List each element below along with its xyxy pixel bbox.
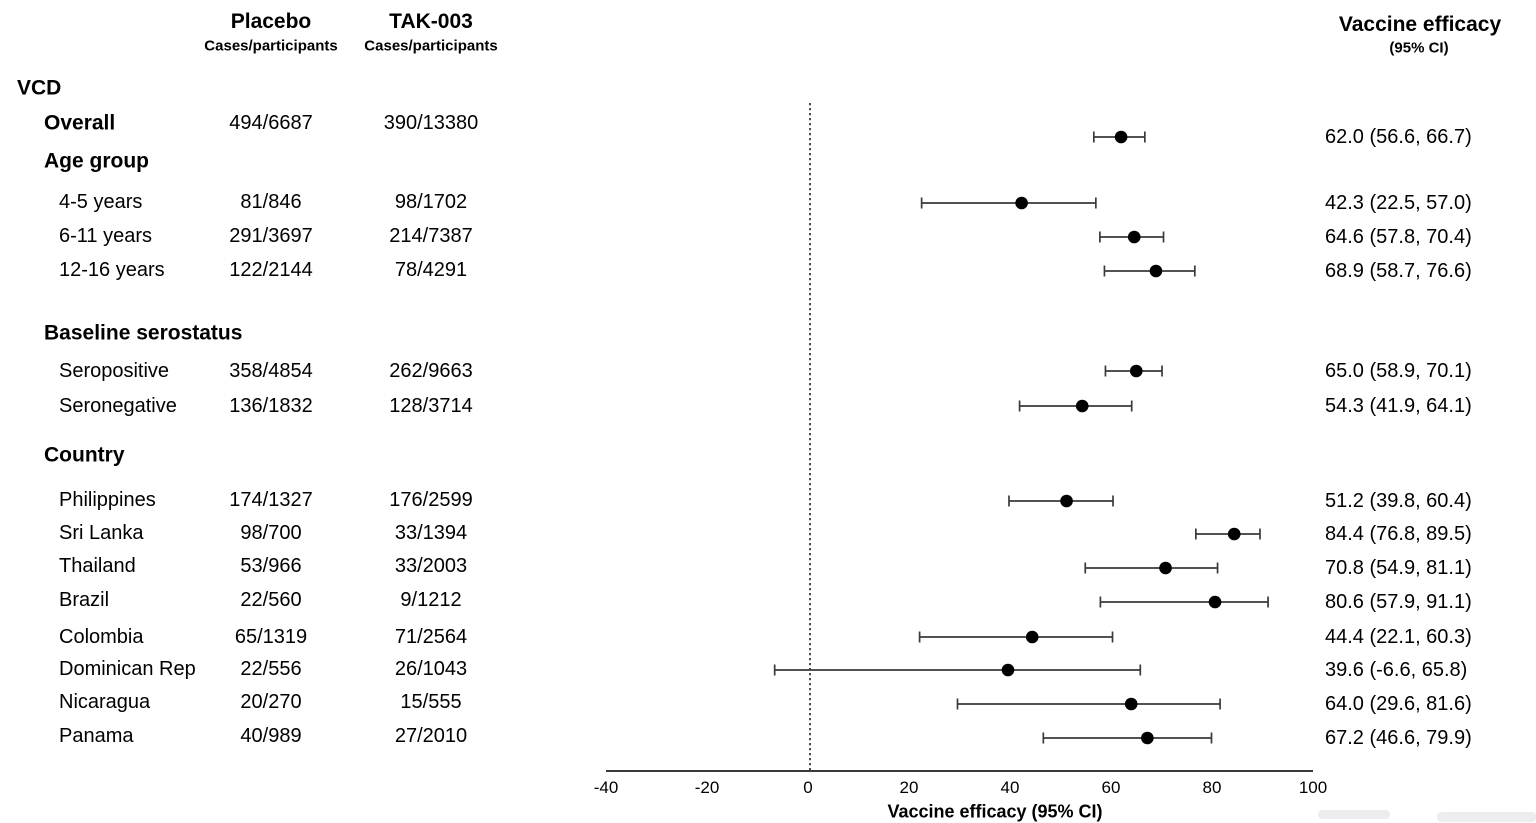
placebo-cases-value: 20/270 [240,691,302,713]
placebo-cases-value: 291/3697 [229,225,313,247]
x-axis-tick-label: -40 [593,778,619,797]
tak003-cases-value: 78/4291 [394,259,468,281]
vaccine-efficacy-value: 54.3 (41.9, 64.1) [1325,395,1472,417]
point-estimate [1060,494,1073,508]
tak003-cases-value: 71/2564 [394,626,468,648]
placebo-column-subtitle: Cases/participants [204,37,338,55]
vaccine-efficacy-value: 51.2 (39.8, 60.4) [1325,490,1472,512]
row-label: Philippines [59,489,156,511]
x-axis-tick-label: 0 [803,778,813,797]
point-estimate [1124,697,1138,711]
efficacy-column-subtitle: (95% CI) [1389,39,1449,57]
row-label: Sri Lanka [59,522,144,544]
tak003-column-subtitle: Cases/participants [364,37,498,55]
placebo-cases-value: 65/1319 [234,626,308,648]
x-axis-tick-label: 20 [899,778,919,797]
placebo-cases-value: 122/2144 [229,259,313,281]
placebo-column-title: Placebo [230,10,312,33]
row-label: Age group [44,149,149,173]
vaccine-efficacy-value: 80.6 (57.9, 91.1) [1325,591,1472,613]
vaccine-efficacy-value: 42.3 (22.5, 57.0) [1325,192,1472,214]
tak003-cases-value: 27/2010 [394,725,468,747]
vaccine-efficacy-value: 64.0 (29.6, 81.6) [1325,693,1472,715]
vaccine-efficacy-value: 84.4 (76.8, 89.5) [1325,523,1472,545]
x-axis-title: Vaccine efficacy (95% CI) [887,801,1103,822]
point-estimate [1149,264,1163,278]
tak003-cases-value: 26/1043 [394,658,468,680]
point-estimate [1025,630,1039,644]
tak003-cases-value: 128/3714 [389,395,473,417]
point-estimate [1159,561,1172,575]
row-label: Thailand [59,555,136,577]
placebo-cases-value: 40/989 [240,725,302,747]
row-label: Brazil [59,589,110,611]
artifact-smudge [1437,812,1536,822]
tak003-cases-value: 33/1394 [394,522,468,544]
x-axis-tick-label: 80 [1202,778,1222,797]
tak003-cases-value: 33/2003 [394,555,468,577]
row-label: Seronegative [59,395,177,417]
point-estimate [1075,399,1089,413]
vaccine-efficacy-value: 39.6 (-6.6, 65.8) [1325,659,1468,681]
vaccine-efficacy-value: 67.2 (46.6, 79.9) [1325,727,1472,749]
row-label: 4-5 years [59,191,143,213]
tak003-cases-value: 98/1702 [394,191,468,213]
point-estimate [1127,230,1141,244]
placebo-cases-value: 174/1327 [229,489,313,511]
row-label: 6-11 years [59,225,153,247]
placebo-cases-value: 98/700 [240,522,302,544]
vaccine-efficacy-value: 65.0 (58.9, 70.1) [1325,360,1472,382]
artifact-smudge [1318,810,1390,819]
point-estimate [1208,595,1222,609]
row-label: Seropositive [59,360,170,382]
tak003-cases-value: 176/2599 [389,489,473,511]
tak003-cases-value: 262/9663 [389,360,473,382]
row-label: Overall [44,111,116,135]
tak003-cases-value: 15/555 [400,691,462,713]
placebo-cases-value: 136/1832 [229,395,313,417]
point-estimate [1015,196,1028,210]
x-axis-tick-label: -20 [694,778,720,797]
row-label: Dominican Rep [59,658,196,680]
placebo-cases-value: 53/966 [240,555,302,577]
vaccine-efficacy-value: 62.0 (56.6, 66.7) [1325,126,1472,148]
efficacy-column-title: Vaccine efficacy [1338,13,1502,36]
tak003-cases-value: 9/1212 [400,589,462,611]
row-label: Panama [59,725,134,747]
placebo-cases-value: 22/560 [240,589,302,611]
tak003-cases-value: 390/13380 [383,112,479,134]
tak003-column-title: TAK-003 [389,10,473,33]
placebo-cases-value: 81/846 [240,191,302,213]
row-label: Baseline serostatus [44,321,243,345]
vaccine-efficacy-value: 70.8 (54.9, 81.1) [1325,557,1472,579]
row-label: Colombia [59,626,144,648]
point-estimate [1141,731,1154,745]
vaccine-efficacy-value: 44.4 (22.1, 60.3) [1325,626,1472,648]
row-label: VCD [17,76,62,100]
row-label: Country [44,443,125,467]
x-axis-tick-label: 100 [1298,778,1328,797]
point-estimate [1114,130,1128,144]
x-axis-tick-label: 40 [1000,778,1020,797]
placebo-cases-value: 358/4854 [229,360,313,382]
point-estimate [1001,663,1015,677]
placebo-cases-value: 22/556 [240,658,302,680]
point-estimate [1129,364,1143,378]
vaccine-efficacy-value: 64.6 (57.8, 70.4) [1325,226,1472,248]
placebo-cases-value: 494/6687 [229,112,313,134]
x-axis-tick-label: 60 [1101,778,1121,797]
point-estimate [1227,527,1241,541]
row-label: 12-16 years [59,259,165,281]
vaccine-efficacy-value: 68.9 (58.7, 76.6) [1325,260,1472,282]
row-label: Nicaragua [59,691,151,713]
tak003-cases-value: 214/7387 [389,225,473,247]
